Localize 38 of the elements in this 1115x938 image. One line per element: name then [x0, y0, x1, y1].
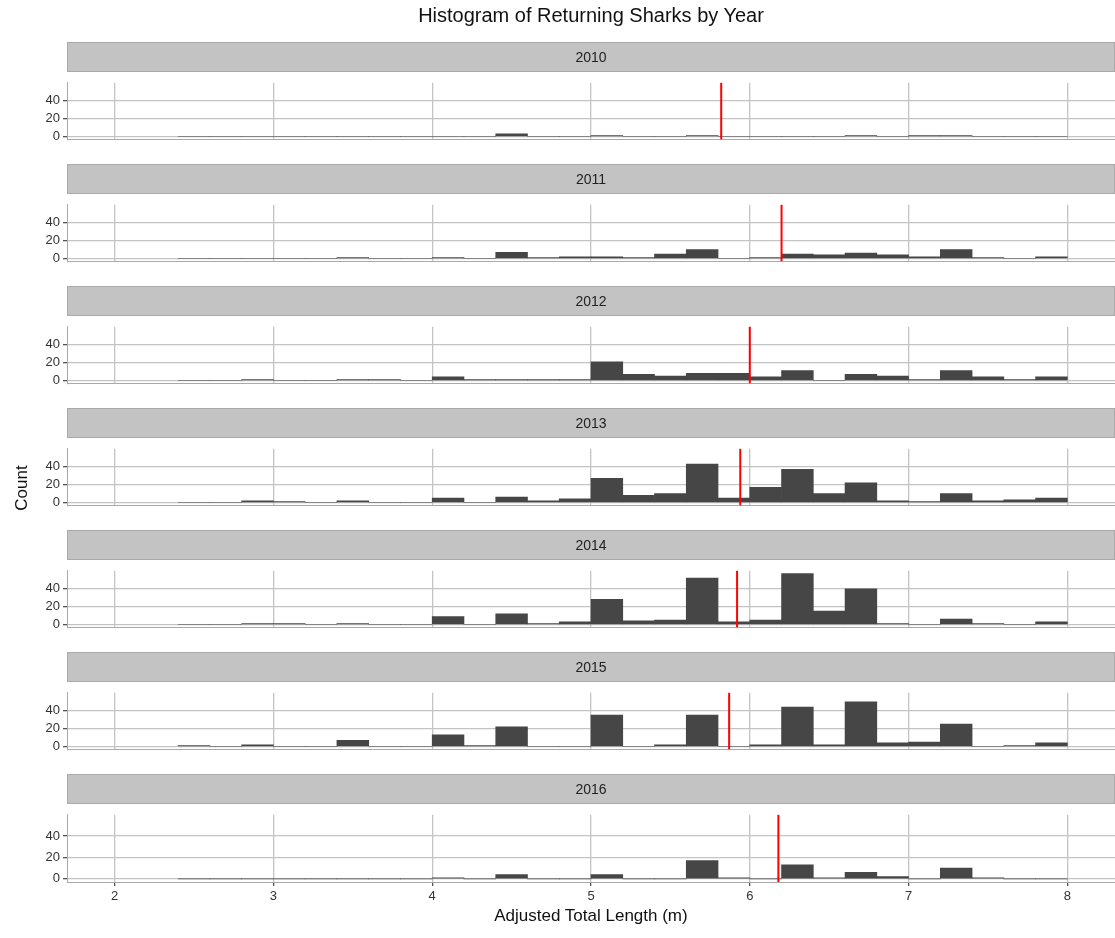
x-tick-label: 8	[1063, 888, 1071, 904]
y-tick-label: 20	[45, 598, 60, 614]
x-tick-label: 4	[428, 888, 436, 904]
y-tick-label: 0	[52, 128, 60, 144]
y-tick-label: 20	[45, 476, 60, 492]
y-tick-label: 0	[52, 494, 60, 510]
x-tick-label: 6	[746, 888, 754, 904]
chart-subtitle: 2012	[67, 286, 1115, 316]
chart-subtitle: 2013	[67, 408, 1115, 438]
y-tick-label: 40	[45, 336, 60, 352]
y-tick-label: 0	[52, 250, 60, 266]
y-tick-label: 0	[52, 372, 60, 388]
y-tick-label: 20	[45, 354, 60, 370]
y-tick-label: 40	[45, 580, 60, 596]
y-axis-title: Count	[12, 464, 32, 513]
chart-title: Histogram of Returning Sharks by Year	[417, 4, 765, 27]
y-tick-label: 20	[45, 110, 60, 126]
y-tick-label: 40	[45, 827, 60, 843]
x-tick-label: 7	[904, 888, 913, 904]
y-tick-label: 0	[52, 870, 60, 886]
y-tick-label: 20	[45, 232, 60, 248]
chart-subtitle: 2011	[67, 164, 1115, 194]
x-axis-title: Adjusted Total Length (m)	[493, 906, 689, 926]
chart-subtitle: 2014	[67, 530, 1115, 560]
x-tick-label: 3	[269, 888, 278, 904]
chart-subtitle: 2010	[67, 42, 1115, 72]
chart-subtitle: 2015	[67, 652, 1115, 682]
y-tick-label: 40	[45, 702, 60, 718]
y-tick-label: 20	[45, 720, 60, 736]
y-tick-label: 40	[45, 214, 60, 230]
y-tick-label: 0	[52, 616, 60, 632]
y-tick-label: 0	[52, 738, 60, 754]
chart-subtitle: 2016	[67, 774, 1115, 804]
y-tick-label: 20	[45, 849, 60, 865]
y-tick-label: 40	[45, 458, 60, 474]
x-tick-label: 2	[111, 888, 119, 904]
y-tick-label: 40	[45, 92, 60, 108]
x-tick-label: 5	[587, 888, 595, 904]
